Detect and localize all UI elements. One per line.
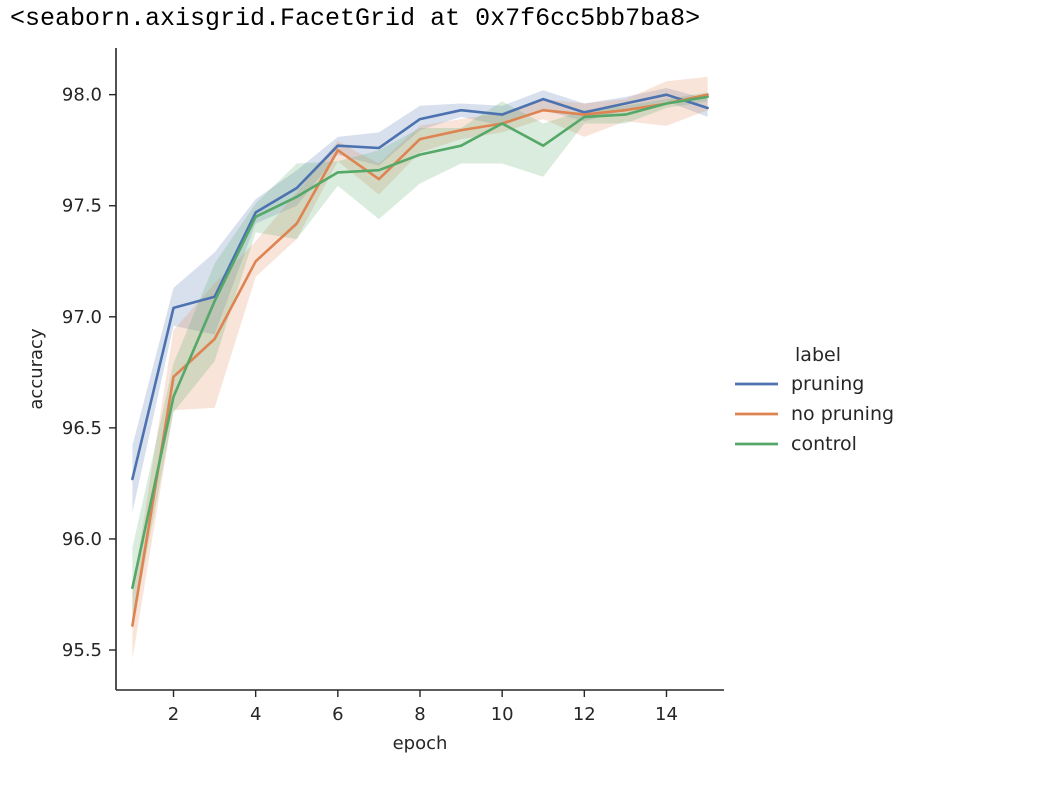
cell-output-repr: <seaborn.axisgrid.FacetGrid at 0x7f6cc5b… [10, 4, 701, 33]
ci-band-no-pruning [132, 76, 708, 659]
axes: 2 4 6 8 10 12 14 95.5 96.0 96.5 97.0 97.5 98.0 epoch a… [26, 48, 724, 754]
x-tick-label: 14 [655, 704, 678, 725]
y-tick-label: 95.5 [62, 640, 102, 661]
x-tick-label: 2 [168, 704, 179, 725]
x-tick-label: 6 [332, 704, 343, 725]
legend-title: label [795, 344, 841, 366]
legend: label pruning no pruning control [735, 344, 894, 455]
y-axis-title: accuracy [26, 328, 47, 410]
ci-band-pruning [132, 88, 708, 513]
y-tick-label: 96.5 [62, 418, 102, 439]
y-tick-label: 97.0 [62, 307, 102, 328]
legend-label-no-pruning: no pruning [791, 403, 894, 425]
series-line-pruning [131, 93, 709, 481]
y-tick-label: 96.0 [62, 529, 102, 550]
confidence-bands [132, 76, 708, 659]
legend-label-pruning: pruning [791, 373, 864, 395]
series-lines [131, 93, 709, 627]
ci-band-control [132, 92, 708, 628]
y-tick-label: 98.0 [62, 85, 102, 106]
series-line-control [131, 95, 709, 590]
x-tick-label: 10 [491, 704, 514, 725]
series-line-no-pruning [131, 93, 709, 627]
x-tick-label: 4 [250, 704, 261, 725]
x-tick-label: 8 [414, 704, 425, 725]
x-tick-label: 12 [573, 704, 596, 725]
x-axis-title: epoch [393, 733, 448, 754]
legend-label-control: control [791, 433, 857, 455]
y-tick-label: 97.5 [62, 196, 102, 217]
